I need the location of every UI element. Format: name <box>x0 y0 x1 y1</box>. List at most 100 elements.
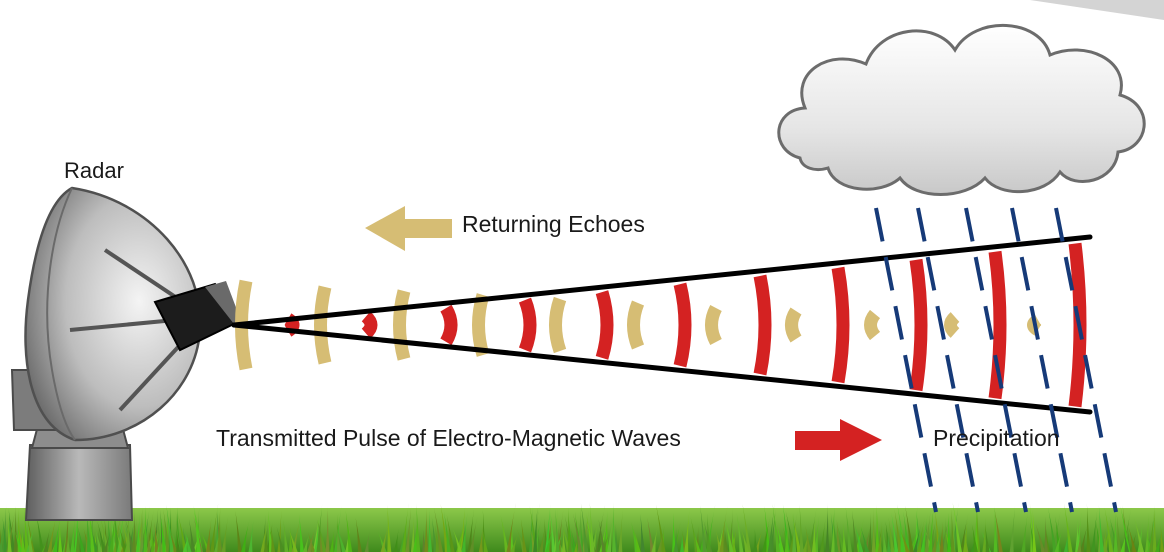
grass-blade <box>0 522 4 552</box>
grass-blade <box>1134 518 1145 552</box>
grass-blade <box>719 506 728 552</box>
grass-blade <box>467 508 475 552</box>
rain-streak <box>1010 207 1074 513</box>
grass-blade <box>435 524 440 552</box>
grass-blade <box>147 530 152 552</box>
grass-blade <box>443 511 451 552</box>
grass-blade <box>8 508 16 552</box>
grass-blade <box>1063 503 1073 552</box>
grass-blade <box>1160 525 1164 552</box>
grass-blade <box>422 529 427 552</box>
grass-blade <box>909 525 920 552</box>
grass-blade <box>545 523 555 552</box>
grass-blade <box>506 502 516 552</box>
grass-blade <box>241 516 251 552</box>
grass-blade <box>1009 505 1016 552</box>
transmitted-pulse-wave <box>518 297 537 353</box>
arrow-left-icon <box>365 206 452 251</box>
grass-blade <box>556 510 564 552</box>
grass-blade <box>283 519 289 552</box>
grass-blade <box>860 527 870 552</box>
grass-blade <box>571 530 578 552</box>
grass-blade <box>288 527 293 552</box>
grass-blade <box>802 527 811 552</box>
arrow-right-icon <box>795 419 882 461</box>
grass-blade <box>905 505 914 552</box>
grass-blade <box>640 513 645 552</box>
grass-blade <box>345 510 353 552</box>
grass-blade <box>943 517 948 552</box>
grass-blade <box>1048 507 1057 552</box>
grass-blade <box>459 505 466 552</box>
grass-blade <box>248 520 254 552</box>
grass-blade <box>139 508 144 552</box>
grass-blade <box>75 522 80 552</box>
grass-blade <box>741 528 750 552</box>
grass-blade <box>928 515 937 552</box>
grass-blade <box>934 528 940 552</box>
grass-blade <box>103 529 111 552</box>
grass-blade <box>1104 507 1114 552</box>
grass-blade <box>329 528 335 552</box>
grass-blade <box>1102 524 1107 552</box>
grass-blade <box>599 516 609 552</box>
grass-blade <box>107 514 113 552</box>
returning-echo-wave <box>944 312 960 338</box>
grass-blade <box>604 510 609 552</box>
grass-blade <box>932 530 937 552</box>
grass-blade <box>53 518 61 552</box>
grass-blade <box>811 514 816 552</box>
grass-blade <box>899 526 905 552</box>
grass-blade <box>21 526 26 552</box>
grass-blade <box>845 506 852 552</box>
grass-blade <box>193 505 202 552</box>
grass-blade <box>126 504 131 552</box>
grass-blade <box>544 518 549 552</box>
grass-blade <box>27 518 33 552</box>
returning-echo-wave <box>314 285 332 365</box>
returning-echo-wave <box>785 307 802 343</box>
grass-blade <box>235 510 242 552</box>
grass <box>0 502 1164 552</box>
grass-blade <box>143 504 148 552</box>
grass-blade <box>1021 512 1028 552</box>
transmitted-pulse-wave <box>988 250 1007 400</box>
grass-blade <box>314 518 320 552</box>
grass-blade <box>782 504 790 552</box>
grass-blade <box>260 515 269 552</box>
grass-blade <box>789 510 798 552</box>
grass-blade <box>184 529 192 552</box>
grass-blade <box>125 518 135 552</box>
transmitted-pulse-wave <box>595 290 614 360</box>
grass-blade <box>544 503 551 552</box>
grass-blade <box>1120 506 1131 552</box>
grass-blade <box>529 525 537 552</box>
grass-blade <box>805 525 812 552</box>
grass-blade <box>939 521 944 552</box>
cloud-icon <box>777 24 1146 196</box>
grass-blade <box>833 519 839 552</box>
grass-blade <box>109 503 118 552</box>
grass-blade <box>550 510 556 552</box>
grass-blade <box>160 509 165 552</box>
grass-blade <box>722 524 727 552</box>
grass-blade <box>607 507 615 552</box>
grass-blade <box>950 508 955 552</box>
grass-blade <box>580 503 589 552</box>
grass-blade <box>428 510 433 552</box>
grass-blade <box>851 510 858 552</box>
grass-blade <box>355 517 362 552</box>
grass-blade <box>135 513 140 552</box>
grass-blade <box>276 527 285 552</box>
grass-blade <box>913 521 923 552</box>
grass-blade <box>163 508 171 552</box>
grass-blade <box>431 516 438 552</box>
grass-blade <box>1128 526 1137 552</box>
grass-blade <box>791 514 802 552</box>
grass-blade <box>612 502 617 552</box>
grass-blade <box>715 530 723 552</box>
transmitted-pulse-wave <box>753 274 772 376</box>
grass-blade <box>1032 509 1037 552</box>
grass-blade <box>825 502 830 552</box>
grass-blade <box>1152 503 1157 552</box>
